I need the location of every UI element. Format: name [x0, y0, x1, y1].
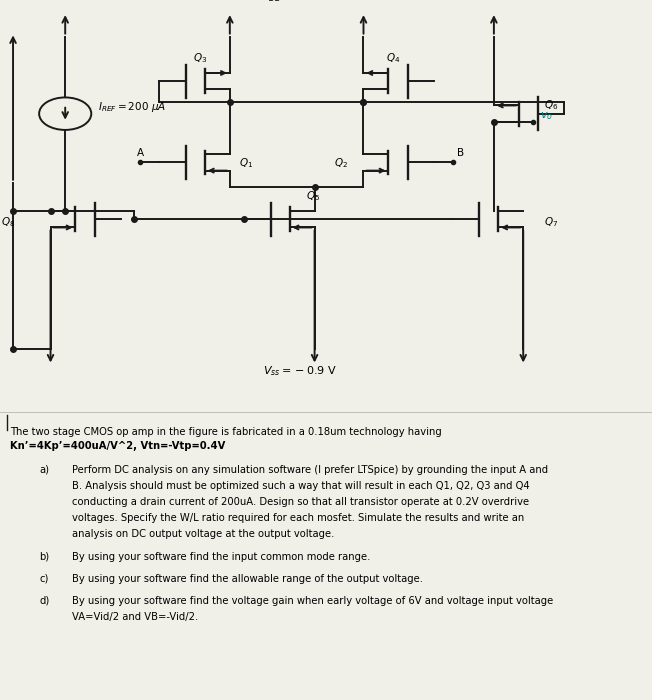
- Text: $Q_7$: $Q_7$: [544, 215, 558, 228]
- Text: Kn’=4Kp’=400uA/V^2, Vtn=-Vtp=0.4V: Kn’=4Kp’=400uA/V^2, Vtn=-Vtp=0.4V: [10, 441, 225, 452]
- Text: By using your software find the input common mode range.: By using your software find the input co…: [72, 552, 370, 561]
- Text: B: B: [456, 148, 464, 158]
- Text: By using your software find the voltage gain when early voltage of 6V and voltag: By using your software find the voltage …: [72, 596, 553, 605]
- Text: $V_{DD}=+0.9\ \mathrm{V}$: $V_{DD}=+0.9\ \mathrm{V}$: [261, 0, 339, 4]
- Text: Perform DC analysis on any simulation software (I prefer LTSpice) by grounding t: Perform DC analysis on any simulation so…: [72, 465, 548, 475]
- Text: $Q_6$: $Q_6$: [544, 98, 558, 112]
- Text: $Q_2$: $Q_2$: [334, 156, 348, 170]
- Text: $Q_4$: $Q_4$: [385, 51, 400, 65]
- Text: $Q_8$: $Q_8$: [1, 215, 15, 228]
- Text: The two stage CMOS op amp in the figure is fabricated in a 0.18um technology hav: The two stage CMOS op amp in the figure …: [10, 426, 441, 437]
- Text: $Q_3$: $Q_3$: [194, 51, 207, 65]
- Text: $Q_1$: $Q_1$: [239, 156, 253, 170]
- Text: $V_{ss}=-0.9\ \mathrm{V}$: $V_{ss}=-0.9\ \mathrm{V}$: [263, 364, 337, 377]
- Text: A: A: [137, 148, 143, 158]
- Text: B. Analysis should must be optimized such a way that will result in each Q1, Q2,: B. Analysis should must be optimized suc…: [72, 481, 529, 491]
- Text: c): c): [39, 573, 48, 584]
- Text: VA=Vid/2 and VB=-Vid/2.: VA=Vid/2 and VB=-Vid/2.: [72, 612, 198, 622]
- Text: d): d): [39, 596, 50, 605]
- Text: analysis on DC output voltage at the output voltage.: analysis on DC output voltage at the out…: [72, 529, 334, 540]
- Text: $Q_5$: $Q_5$: [306, 189, 320, 203]
- Text: By using your software find the allowable range of the output voltage.: By using your software find the allowabl…: [72, 573, 422, 584]
- Text: $v_o$: $v_o$: [540, 110, 552, 122]
- Text: b): b): [39, 552, 50, 561]
- Text: voltages. Specify the W/L ratio required for each mosfet. Simulate the results a: voltages. Specify the W/L ratio required…: [72, 513, 524, 524]
- Text: $I_{REF}=200\ \mu A$: $I_{REF}=200\ \mu A$: [98, 99, 166, 113]
- Text: conducting a drain current of 200uA. Design so that all transistor operate at 0.: conducting a drain current of 200uA. Des…: [72, 497, 529, 507]
- Text: a): a): [39, 465, 49, 475]
